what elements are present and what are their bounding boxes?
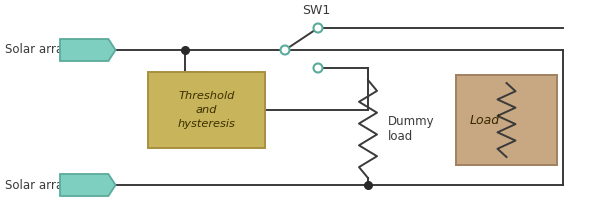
Text: Threshold
and
hysteresis: Threshold and hysteresis xyxy=(178,91,235,129)
Text: Solar array+: Solar array+ xyxy=(5,43,80,56)
Text: Solar array−: Solar array− xyxy=(5,178,80,191)
Bar xyxy=(148,72,265,148)
Circle shape xyxy=(281,46,290,55)
Bar xyxy=(456,75,557,165)
Polygon shape xyxy=(60,39,116,61)
Circle shape xyxy=(314,23,323,33)
Polygon shape xyxy=(60,174,116,196)
Circle shape xyxy=(314,63,323,72)
Text: SW1: SW1 xyxy=(302,3,330,16)
Text: Dummy
load: Dummy load xyxy=(388,115,434,143)
Text: Load: Load xyxy=(469,114,500,127)
